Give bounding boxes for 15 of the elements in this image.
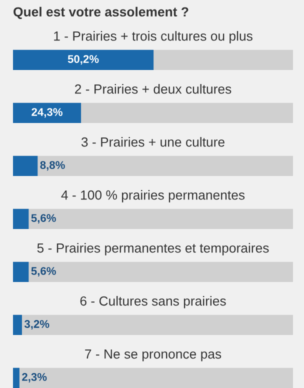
data-label: 2,3%	[22, 373, 47, 383]
data-label: 3,2%	[24, 320, 50, 330]
y-tick-label: 5 - Prairies permanentes et temporaires	[37, 243, 269, 256]
data-label: 8,8%	[40, 161, 65, 171]
y-tick-label: 3 - Prairies + une culture	[81, 137, 224, 147]
data-label: 5,6%	[31, 214, 56, 224]
data-label: 5,6%	[31, 267, 56, 277]
y-tick-label: 1 - Prairies + trois cultures ou plus	[54, 31, 252, 44]
data-label: 50,2%	[68, 55, 99, 65]
data-label: 24,3%	[32, 108, 62, 118]
y-tick-label: 7 - Ne se prononce pas	[85, 349, 222, 362]
y-tick-label: 4 - 100 % prairies permanentes	[61, 190, 245, 202]
chart-title: Quel est votre assolement ?	[14, 6, 188, 20]
y-tick-label: 6 - Cultures sans prairies	[80, 296, 226, 308]
y-tick-label: 2 - Prairies + deux cultures	[75, 84, 232, 94]
